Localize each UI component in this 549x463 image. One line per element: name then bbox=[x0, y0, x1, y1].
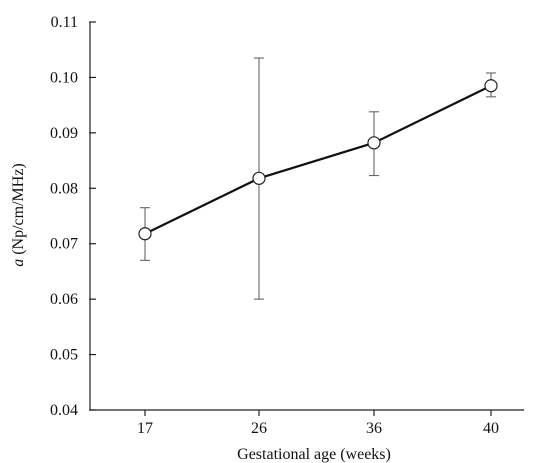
x-tick-label: 40 bbox=[483, 420, 499, 437]
x-tick-label: 26 bbox=[251, 420, 267, 437]
axes: 0.04 0.05 0.06 0.07 0.08 0.09 0.10 0.11 17 26 36 40 bbox=[50, 14, 524, 437]
y-tick-label: 0.10 bbox=[50, 69, 78, 86]
data-point bbox=[252, 171, 266, 185]
x-axis-title: Gestational age (weeks) bbox=[237, 446, 391, 463]
data-point bbox=[484, 79, 498, 93]
y-tick-label: 0.09 bbox=[50, 125, 78, 142]
y-tick-label: 0.04 bbox=[50, 402, 78, 419]
y-tick-label: 0.07 bbox=[50, 236, 78, 253]
y-axis-title: a (Np/cm/MHz) bbox=[10, 163, 27, 267]
x-tick-label: 17 bbox=[137, 420, 153, 437]
labels: Gestational age (weeks) a (Np/cm/MHz) bbox=[10, 163, 391, 463]
series-line bbox=[144, 84, 492, 235]
x-tick-label: 36 bbox=[366, 420, 382, 437]
y-tick-label: 0.11 bbox=[51, 14, 78, 31]
y-tick-label: 0.08 bbox=[50, 180, 78, 197]
plot-area bbox=[138, 57, 498, 300]
data-point bbox=[367, 136, 381, 150]
y-tick-label: 0.06 bbox=[50, 291, 78, 308]
y-axis-title-units: (Np/cm/MHz) bbox=[10, 163, 27, 259]
data-point bbox=[138, 227, 152, 241]
y-axis-title-symbol: a bbox=[10, 259, 27, 267]
y-tick-label: 0.05 bbox=[50, 347, 78, 364]
